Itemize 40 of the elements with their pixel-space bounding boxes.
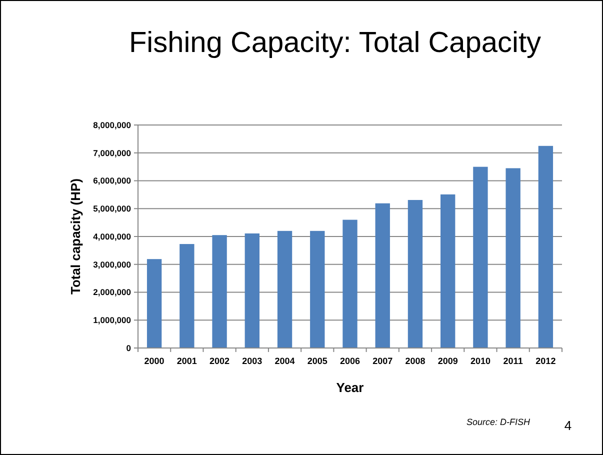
y-tick-label: 0	[126, 342, 132, 353]
x-tick-label: 2010	[470, 356, 490, 366]
bar	[506, 168, 520, 348]
bar	[342, 220, 358, 348]
x-tick-label: 2001	[176, 356, 197, 366]
source-note: Source: D-FISH	[466, 417, 530, 427]
y-tick-label: 2,000,000	[93, 287, 132, 298]
x-tick-label: 2005	[307, 356, 328, 366]
text: 4	[564, 418, 572, 433]
chart-title: Fishing Capacity: Total Capacity	[128, 27, 542, 59]
bar	[244, 233, 260, 348]
y-tick-label: 7,000,000	[93, 148, 132, 158]
x-tick-label: 2011	[503, 356, 523, 366]
bar	[277, 230, 292, 348]
x-tick-label: 2009	[438, 356, 458, 366]
x-tick-label: 2003	[242, 356, 262, 366]
x-tick-label: 2008	[405, 356, 426, 366]
x-tick-label: 2004	[274, 356, 295, 366]
bar	[310, 230, 325, 348]
bar	[473, 166, 488, 348]
bar	[212, 235, 227, 348]
x-tick-label: 2000	[144, 356, 164, 366]
y-axis-title: Total capacity (HP)	[68, 178, 83, 295]
y-tick-label: 8,000,000	[93, 120, 132, 130]
x-tick-label: 2012	[536, 356, 556, 366]
y-tick-label: 1,000,000	[93, 315, 132, 326]
bar	[538, 146, 554, 348]
bar	[408, 200, 423, 348]
bar	[375, 203, 390, 348]
x-tick-label: 2002	[210, 356, 230, 366]
y-tick-label: 5,000,000	[93, 204, 132, 214]
x-axis-title: Year	[336, 380, 364, 395]
x-tick-label: 2007	[372, 356, 393, 366]
bar	[440, 194, 456, 348]
y-tick-label: 4,000,000	[93, 231, 132, 242]
y-tick-label: 6,000,000	[93, 176, 132, 186]
x-tick-label: 2006	[340, 356, 360, 366]
bar	[180, 244, 194, 348]
bar	[146, 259, 162, 348]
y-tick-label: 3,000,000	[93, 259, 132, 270]
